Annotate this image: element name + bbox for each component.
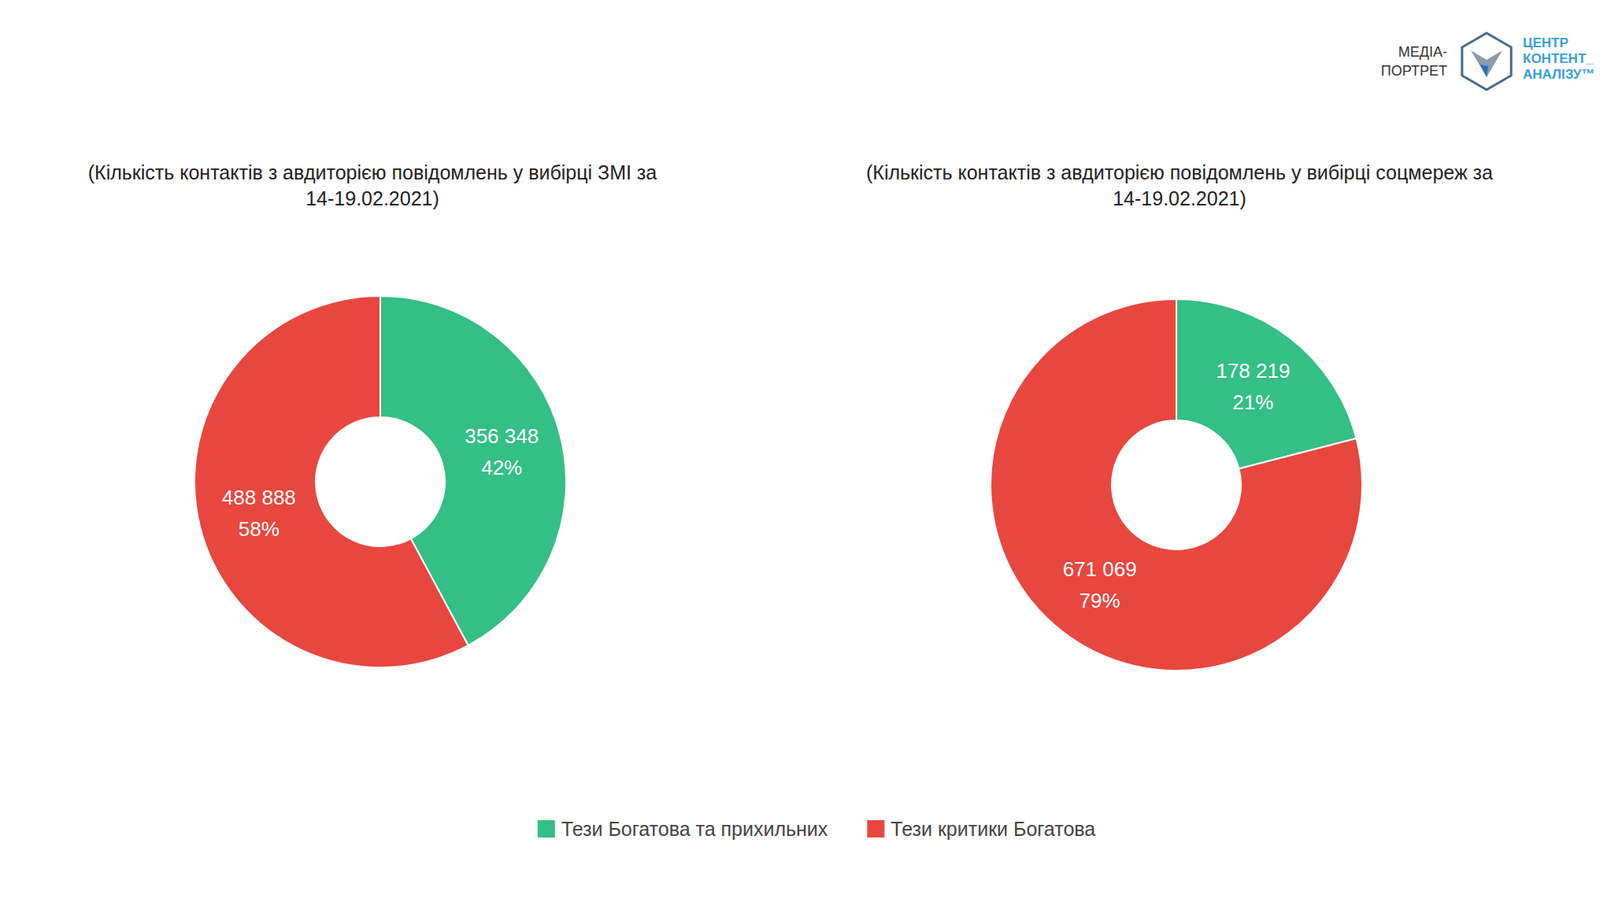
- pie: [194, 296, 567, 668]
- logo-text: ПОРТРЕТ: [1381, 62, 1448, 79]
- chart: (Кількість контактів з авдиторією повідо…: [88, 161, 658, 668]
- legend: Тези Богатова та прихильних Тези критики …: [537, 818, 1097, 841]
- logo-text: КОНТЕНТ_: [1522, 51, 1594, 67]
- data-label: 79%: [1079, 588, 1121, 613]
- logo-text: МЕДІА-: [1398, 44, 1448, 60]
- logo-text: АНАЛІЗУ™: [1522, 66, 1595, 82]
- data-label: 178 219: [1215, 359, 1290, 383]
- data-labels: 178 219 21% 671 069 79%: [1062, 359, 1291, 612]
- canvas: МЕДІА- ПОРТРЕТ ЦЕНТРКОНТЕНТ_АНАЛІЗУ™ (Кільк…: [0, 0, 1600, 917]
- chart: (Кількість контактів з авдиторією повідо…: [866, 161, 1493, 671]
- logo-icon: [1462, 33, 1512, 90]
- logo-icon: [1480, 64, 1489, 78]
- chart-title: (Кількість контактів з авдиторією повідо…: [866, 161, 1493, 210]
- slice: [1176, 299, 1357, 470]
- legend-label: Тези Богатова та прихильних: [561, 818, 829, 841]
- logo: МЕДІА- ПОРТРЕТ ЦЕНТРКОНТЕНТ_АНАЛІЗУ™: [1381, 33, 1595, 90]
- logo-text: ЦЕНТР: [1522, 35, 1569, 51]
- legend-swatch: [866, 820, 885, 838]
- data-labels: 356 348 42% 488 888 58%: [222, 424, 539, 541]
- logo-icon: [1470, 50, 1503, 78]
- data-label: 21%: [1232, 390, 1274, 415]
- legend-item: Тези Богатова та прихильних: [537, 818, 829, 841]
- data-label: 42%: [481, 455, 523, 480]
- data-label: 58%: [238, 517, 280, 541]
- slice: [990, 299, 1363, 671]
- legend-label: Тези критики Богатова: [890, 818, 1096, 841]
- legend-swatch: [537, 820, 556, 838]
- pie: [990, 299, 1363, 671]
- data-label: 356 348: [464, 424, 539, 449]
- chart-title: (Кількість контактів з авдиторією повідо…: [88, 161, 658, 210]
- data-label: 671 069: [1062, 557, 1138, 582]
- slice: [194, 296, 469, 668]
- legend-item: Тези критики Богатова: [866, 818, 1096, 841]
- data-label: 488 888: [222, 485, 297, 510]
